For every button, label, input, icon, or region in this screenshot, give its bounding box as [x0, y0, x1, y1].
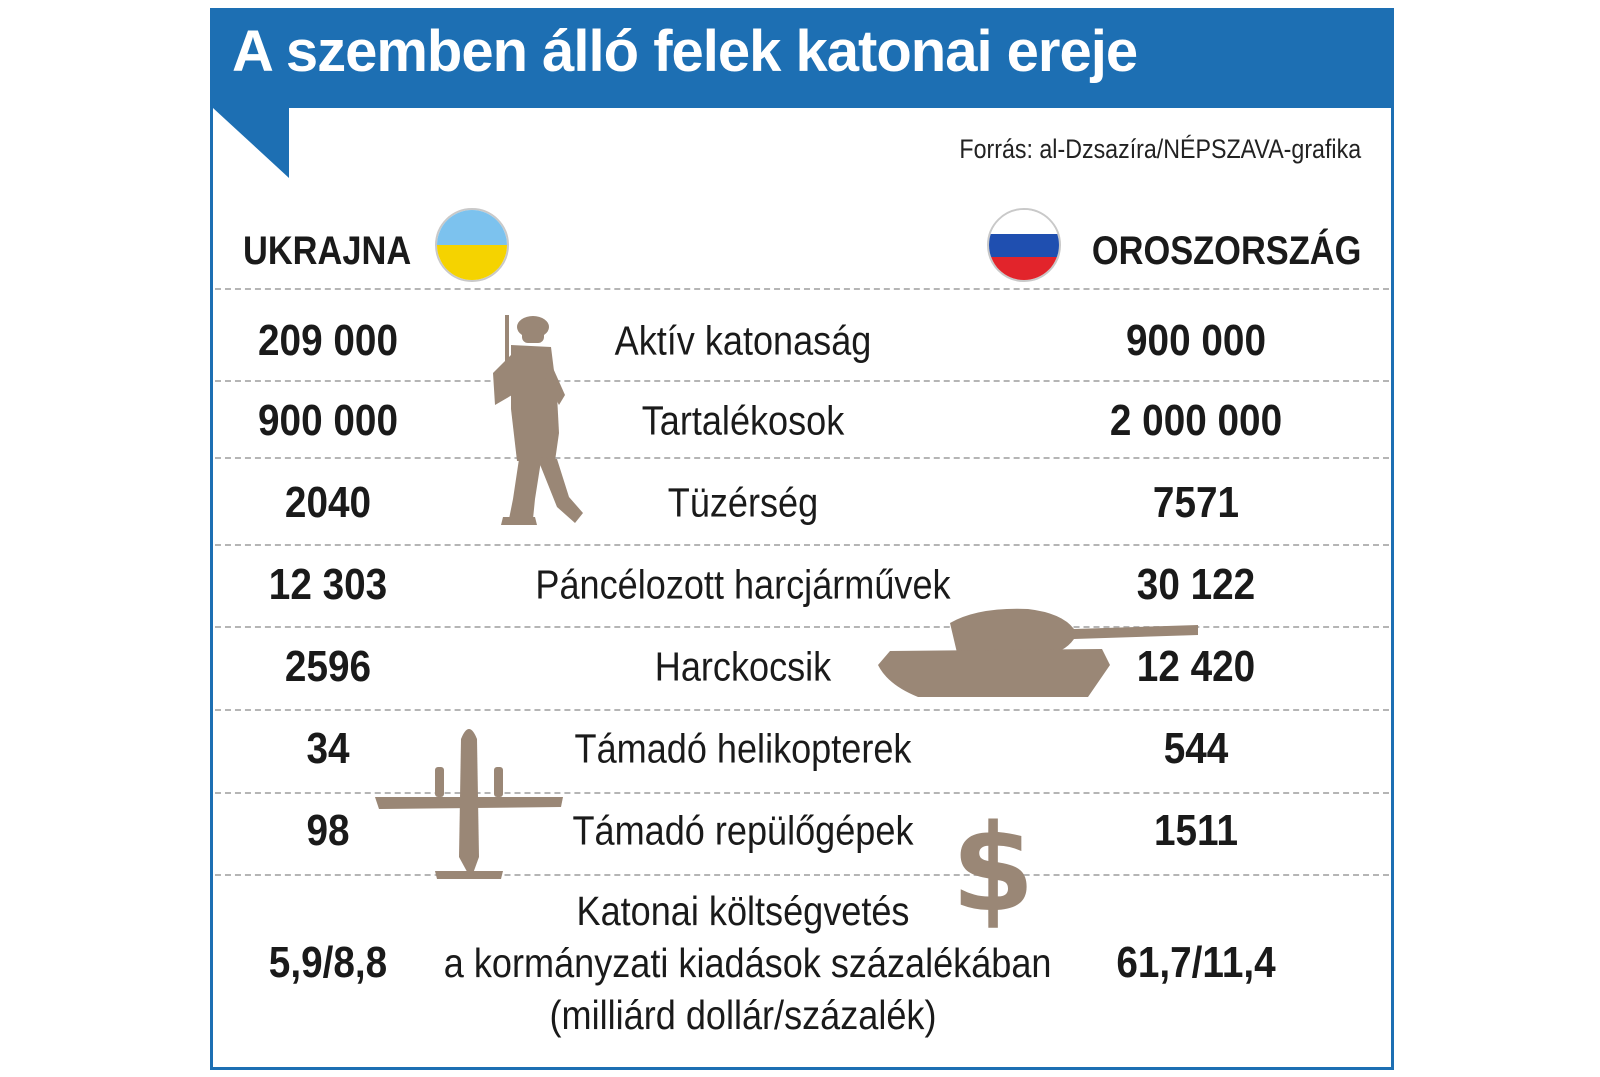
oroszorszag-value-aktiv: 900 000	[1126, 316, 1266, 365]
label-tartalekosok: Tartalékosok	[641, 397, 845, 444]
ukrajna-value-koltsegvetes: 5,9/8,8	[268, 938, 388, 987]
ukrajna-value-tartalekosok: 900 000	[258, 396, 398, 445]
label-tamado-repulogepek: Támadó repülőgépek	[572, 807, 914, 854]
oroszorszag-value-koltsegvetes: 61,7/11,4	[1116, 938, 1276, 987]
row-divider	[215, 792, 1389, 794]
label-line: Katonai költségvetés	[576, 888, 910, 934]
row-divider	[215, 288, 1389, 290]
page-title: A szemben álló felek katonai ereje	[232, 19, 1138, 84]
dollar-icon: $	[951, 806, 1035, 936]
label-line: (milliárd dollár/százalék)	[549, 992, 937, 1038]
infographic-frame: A szemben álló felek katonai ereje Forrá…	[210, 8, 1394, 1070]
ukrajna-value-pancelozott: 12 303	[268, 560, 388, 609]
label-harckocsik: Harckocsik	[654, 643, 832, 690]
title-pointer	[213, 108, 289, 178]
row-divider	[215, 544, 1389, 546]
label-katonai-koltsegvetes: Katonai költségvetés a kormányzati kiadá…	[443, 885, 1052, 1041]
flag-band-yellow	[437, 245, 507, 280]
flag-band-blue	[437, 210, 507, 245]
russia-flag-icon	[987, 208, 1061, 282]
airplane-icon	[375, 729, 563, 879]
title-bar: A szemben álló felek katonai ereje	[210, 8, 1394, 108]
source-credit: Forrás: al-Dzsazíra/NÉPSZAVA-grafika	[959, 134, 1361, 164]
tank-icon	[878, 608, 1198, 697]
row-divider	[215, 709, 1389, 711]
country-oroszorszag: OROSZORSZÁG	[1091, 229, 1361, 273]
svg-text:$: $	[951, 806, 1035, 936]
soldier-icon	[493, 315, 583, 525]
row-divider	[215, 874, 1389, 876]
oroszorszag-value-pancelozott: 30 122	[1136, 560, 1256, 609]
country-ukrajna: UKRAJNA	[243, 229, 412, 273]
ukrajna-value-repulogepek: 98	[306, 806, 350, 855]
row-divider	[215, 457, 1389, 459]
oroszorszag-value-helikopterek: 544	[1163, 724, 1229, 773]
label-tuzerseg: Tüzérség	[667, 479, 819, 526]
flag-band-red	[989, 256, 1059, 280]
oroszorszag-value-tartalekosok: 2 000 000	[1109, 396, 1283, 445]
ukrajna-value-aktiv: 209 000	[258, 316, 398, 365]
row-divider	[215, 626, 1389, 628]
oroszorszag-value-repulogepek: 1511	[1153, 806, 1239, 855]
ukrajna-value-harckocsik: 2596	[284, 642, 372, 691]
oroszorszag-value-harckocsik: 12 420	[1136, 642, 1256, 691]
label-pancelozott-harcjarmuvek: Páncélozott harcjárművek	[535, 561, 951, 608]
flag-band-white	[989, 210, 1059, 234]
row-divider	[215, 380, 1389, 382]
oroszorszag-value-tuzerseg: 7571	[1152, 478, 1240, 527]
label-tamado-helikopterek: Támadó helikopterek	[574, 725, 912, 772]
flag-band-blue	[989, 233, 1059, 257]
label-aktiv-katonasag: Aktív katonaság	[614, 317, 872, 364]
ukrajna-value-tuzerseg: 2040	[284, 478, 372, 527]
ukraine-flag-icon	[435, 208, 509, 282]
label-line: a kormányzati kiadások százalékában	[443, 940, 1052, 986]
ukrajna-value-helikopterek: 34	[306, 724, 350, 773]
